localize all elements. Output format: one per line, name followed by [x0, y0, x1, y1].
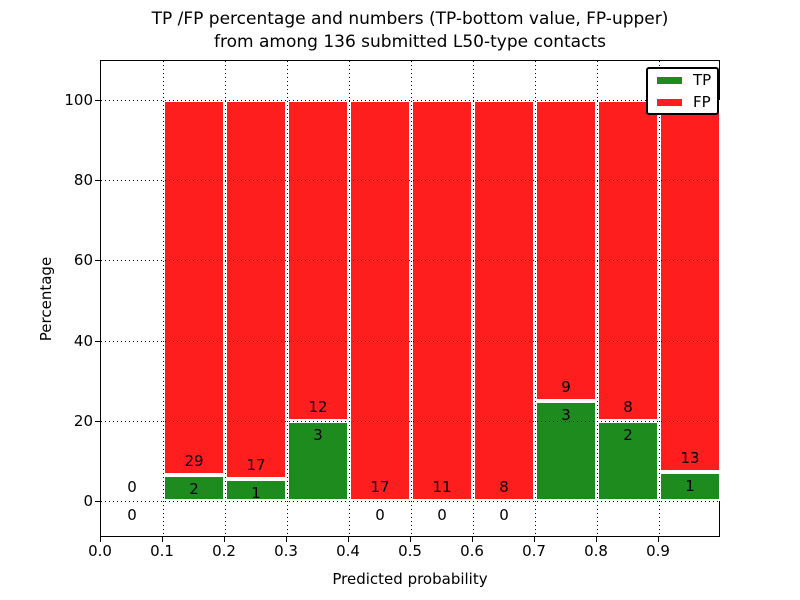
x-axis-label: Predicted probability — [332, 570, 488, 588]
gridline-vertical — [411, 61, 412, 536]
bar-fp-segment — [535, 100, 597, 401]
gridline-horizontal — [101, 180, 719, 182]
tp-count-label: 0 — [499, 506, 509, 524]
fp-count-label: 17 — [370, 478, 390, 496]
gridline-vertical — [659, 61, 660, 536]
y-tick-label: 40 — [73, 331, 93, 350]
legend: TP FP — [646, 67, 719, 115]
x-axis-tick — [658, 537, 659, 542]
bar-fp-segment — [473, 100, 535, 501]
x-tick-label: 0.7 — [522, 542, 546, 560]
x-axis-tick — [410, 537, 411, 542]
tp-count-label: 3 — [561, 405, 571, 424]
legend-entry: FP — [657, 93, 711, 111]
bar-tp-segment — [225, 478, 287, 501]
gridline-horizontal — [101, 501, 719, 502]
bar-tp-segment — [535, 400, 597, 501]
x-axis-tick — [534, 537, 535, 542]
x-tick-label: 0.0 — [88, 542, 112, 560]
y-axis-tick — [95, 340, 100, 342]
x-tick-label: 0.4 — [336, 542, 360, 560]
y-tick-label: 60 — [73, 251, 93, 270]
x-tick-label: 0.1 — [150, 542, 174, 560]
tp-count-label: 2 — [189, 480, 199, 499]
legend-entry: TP — [657, 71, 712, 89]
x-tick-label: 0.8 — [584, 542, 608, 560]
legend-swatch-tp — [657, 76, 682, 84]
chart-title-line-1: TP /FP percentage and numbers (TP-bottom… — [151, 9, 669, 29]
bar-fp-segment — [163, 100, 225, 476]
x-axis-tick — [472, 537, 473, 542]
gridline-vertical — [163, 61, 164, 536]
gridline-horizontal — [101, 340, 719, 342]
fp-count-label: 9 — [561, 377, 571, 396]
bar-tp-segment — [659, 472, 721, 501]
bar-tp-segment — [163, 475, 225, 501]
y-tick-label: 80 — [73, 171, 93, 190]
x-tick-label: 0.5 — [398, 542, 422, 560]
tp-count-label: 1 — [251, 483, 261, 502]
chart-title-line-2: from among 136 submitted L50-type contac… — [214, 32, 606, 52]
gridline-horizontal — [101, 260, 719, 262]
x-axis-tick — [162, 537, 163, 542]
fp-count-label: 12 — [308, 397, 328, 416]
bar-fp-segment — [225, 100, 287, 479]
y-axis-label: Percentage — [37, 256, 55, 342]
x-axis-tick — [286, 537, 287, 542]
gridline-vertical — [597, 61, 598, 536]
legend-swatch-fp — [657, 98, 682, 106]
fp-count-label: 8 — [499, 478, 509, 496]
bar-fp-segment — [349, 100, 411, 501]
x-axis-tick — [348, 537, 349, 542]
tp-count-label: 3 — [313, 425, 323, 444]
gridline-vertical — [287, 61, 288, 536]
y-axis-tick — [95, 100, 100, 101]
y-tick-label: 0 — [83, 492, 93, 510]
x-axis-tick — [224, 537, 225, 542]
x-tick-label: 0.2 — [212, 542, 236, 560]
tp-count-label: 0 — [375, 506, 385, 524]
y-tick-label: 20 — [73, 411, 93, 430]
y-axis-tick — [95, 180, 100, 182]
x-tick-label: 0.6 — [460, 542, 484, 560]
gridline-vertical — [473, 61, 474, 536]
x-tick-label: 0.9 — [646, 542, 670, 560]
legend-label: FP — [693, 93, 711, 111]
bar-tp-segment — [597, 420, 659, 501]
fp-count-label: 17 — [246, 455, 266, 474]
x-tick-label: 0.3 — [274, 542, 298, 560]
chart-title: TP /FP percentage and numbers (TP-bottom… — [20, 8, 800, 54]
tp-count-label: 2 — [623, 425, 633, 444]
gridline-vertical — [349, 61, 350, 536]
y-axis-tick — [95, 501, 100, 502]
bar-tp-segment — [287, 420, 349, 501]
x-axis-tick — [100, 537, 101, 542]
tp-count-label: 1 — [685, 477, 695, 496]
y-axis-tick — [95, 420, 100, 422]
gridline-vertical — [535, 61, 536, 536]
plot-area: TP FP 0 0 29 2 17 1 12 3 17 0 11 0 8 0 9 3 8 2 13 1 — [100, 60, 721, 537]
bar-fp-segment — [411, 100, 473, 501]
bar-fp-segment — [659, 100, 721, 473]
tp-count-label: 0 — [127, 506, 137, 524]
tp-count-label: 0 — [437, 506, 447, 524]
y-tick-label: 100 — [64, 91, 93, 109]
fp-count-label: 0 — [127, 478, 137, 496]
fp-count-label: 29 — [184, 452, 204, 471]
fp-count-label: 13 — [680, 449, 700, 468]
legend-label: TP — [693, 71, 712, 89]
fp-count-label: 11 — [432, 478, 452, 496]
y-axis-tick — [95, 260, 100, 262]
gridline-horizontal — [101, 420, 719, 422]
gridline-horizontal — [101, 100, 719, 101]
gridline-vertical — [225, 61, 226, 536]
x-axis-tick — [596, 537, 597, 542]
fp-count-label: 8 — [623, 397, 633, 416]
